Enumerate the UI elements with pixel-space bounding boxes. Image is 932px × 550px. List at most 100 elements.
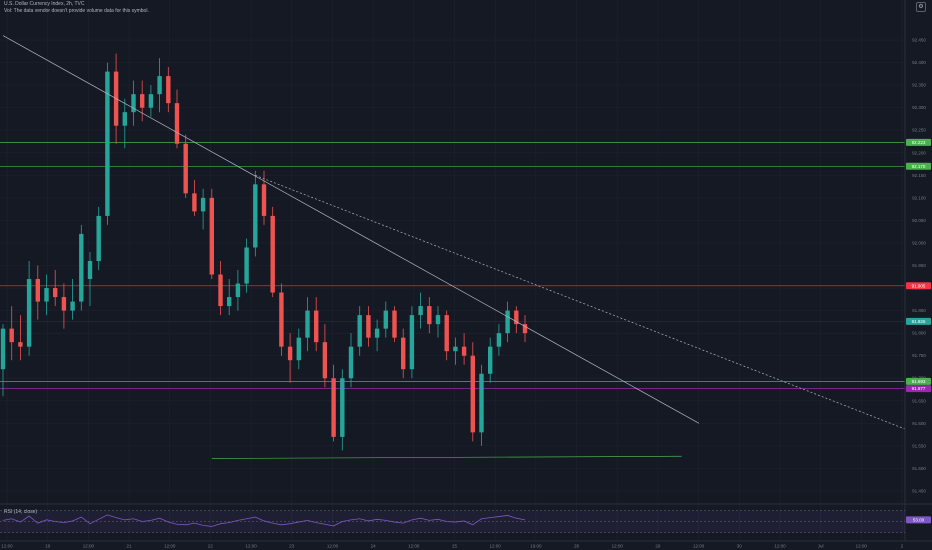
candle-body <box>357 315 362 347</box>
price-tick-label: 91.650 <box>912 398 926 403</box>
candle-body <box>270 215 275 293</box>
price-axis[interactable]: 92.450 92.400 92.350 92.300 92.250 92.200 92.1… <box>904 0 932 550</box>
candle-body <box>253 184 258 248</box>
candle-body <box>70 301 75 311</box>
candle-body <box>235 283 241 298</box>
price-label-text: 91.826 <box>912 319 926 324</box>
candle-body <box>418 306 423 316</box>
rsi-value-text: 53.00 <box>913 517 925 522</box>
rsi-legend: RSI (14, close) <box>4 509 38 515</box>
price-tick-label: 91.450 <box>912 488 926 493</box>
time-tick-label: 30 <box>737 544 743 549</box>
candle-body <box>174 103 180 144</box>
price-tick-label: 91.950 <box>912 263 926 268</box>
time-tick-label: 19 <box>45 544 51 549</box>
candle-body <box>18 342 23 347</box>
candle-body <box>435 315 441 325</box>
candle-body <box>331 378 336 437</box>
candle-body <box>374 328 380 338</box>
candle-body <box>409 315 415 370</box>
time-tick-label: 21 <box>127 544 133 549</box>
price-tick-label: 92.250 <box>912 128 926 133</box>
time-tick-label: 25 <box>452 544 458 549</box>
time-tick-label: 12:00 <box>245 544 257 549</box>
price-tick-label: 91.500 <box>912 466 926 471</box>
candle-body <box>122 112 127 126</box>
candle-body <box>79 233 84 302</box>
candle-body <box>479 373 484 433</box>
price-tick-label: 92.100 <box>912 195 926 200</box>
time-axis[interactable]: 12:00 19 12:00 21 12:00 22 12:00 23 12:00 24 12:00… <box>0 540 932 550</box>
price-tick-label: 92.000 <box>912 240 926 245</box>
price-axis-bg <box>905 0 932 550</box>
candle-body <box>96 215 101 261</box>
time-tick-label: 28 <box>574 544 580 549</box>
candle-body <box>200 197 206 212</box>
candle-body <box>44 288 49 302</box>
candle-body <box>340 378 345 437</box>
candle-body <box>444 315 449 352</box>
price-tick-label: 91.750 <box>912 353 926 358</box>
candle-body <box>157 76 162 95</box>
candle-body <box>514 310 519 325</box>
chart-grid <box>0 0 905 540</box>
time-tick-label: 12:00 <box>612 544 624 549</box>
price-tick-label: 91.850 <box>912 308 926 313</box>
price-label-badge <box>906 162 931 170</box>
candle-body <box>87 261 93 280</box>
candle-body <box>140 94 145 108</box>
time-tick-label: 12:00 <box>83 544 95 549</box>
price-label-text: 91.905 <box>912 283 926 288</box>
price-tick-label: 92.150 <box>912 173 926 178</box>
candle-body <box>383 310 388 329</box>
chart-settings-icon[interactable]: ⚙ <box>916 2 926 12</box>
time-tick-label: Jul <box>818 544 824 549</box>
candle-body <box>287 346 293 361</box>
candle-body <box>496 333 502 347</box>
candle-body <box>305 310 310 338</box>
candle-body <box>279 292 284 347</box>
candle-body <box>166 76 171 104</box>
time-tick-label: 12:00 <box>1 544 13 549</box>
price-label-text: 91.677 <box>912 386 926 391</box>
time-tick-label: 19:00 <box>530 544 542 549</box>
time-tick-label: 12:00 <box>774 544 786 549</box>
price-tick-label: 92.050 <box>912 218 926 223</box>
candle-body <box>488 346 493 374</box>
price-label-badge <box>906 317 931 325</box>
candle-body <box>61 297 67 311</box>
rsi-line <box>2 514 526 527</box>
trendline <box>2 35 700 424</box>
candle-body <box>244 247 249 284</box>
price-label-text: 92.223 <box>912 140 926 145</box>
candle-body <box>183 143 188 194</box>
price-label-text: 92.170 <box>912 164 926 169</box>
price-label-text: 91.693 <box>912 379 926 384</box>
time-tick-label: 24 <box>371 544 377 549</box>
trendline <box>255 174 926 438</box>
price-tick-label: 92.200 <box>912 150 926 155</box>
price-labels: 92.223 92.170 91.905 91.826 91.693 91.677 <box>906 138 931 393</box>
candle-body <box>26 279 32 347</box>
symbol-title: U.S. Dollar Currency Index, 2h, TVC <box>4 1 85 7</box>
price-label-badge <box>906 138 931 146</box>
time-tick-label: 23 <box>289 544 295 549</box>
trendlines <box>2 35 926 459</box>
candle-body <box>192 193 197 212</box>
time-tick-label: 29 <box>655 544 661 549</box>
time-axis-bg <box>0 541 932 550</box>
candle-body <box>522 324 528 334</box>
volume-note: Vol: The data vendor doesn't provide vol… <box>4 8 149 14</box>
time-tick-label: 2 <box>901 544 904 549</box>
candle-body <box>209 197 214 275</box>
candle-body <box>505 310 510 334</box>
candle-body <box>296 337 301 361</box>
chart-legend: U.S. Dollar Currency Index, 2h, TVC Vol:… <box>4 1 149 15</box>
candle-body <box>453 346 458 352</box>
candle-body <box>0 328 6 370</box>
time-tick-label: 12:00 <box>327 544 339 549</box>
price-label-badge <box>906 377 931 385</box>
candle-body <box>366 315 371 338</box>
price-tick-label: 91.600 <box>912 421 926 426</box>
